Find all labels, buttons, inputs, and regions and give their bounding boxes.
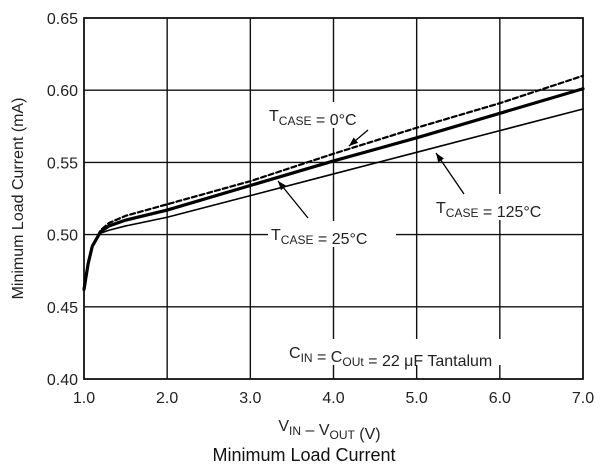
annotation-label-t125-part-1: = 125°C [478, 204, 541, 221]
y-tick-label: 0.45 [47, 300, 78, 317]
annotation-label-cap-part-1: = C [313, 349, 343, 366]
annotation-label-t25-part-0: T [271, 227, 281, 244]
x-tick-label: 6.0 [489, 390, 511, 407]
annotation-arrowhead-t0 [349, 137, 359, 146]
annotation-label-t25-sub-0: CASE [281, 233, 314, 247]
plot-frame [83, 17, 584, 380]
annotation-bg-cap [286, 339, 550, 365]
y-tick-label: 0.55 [47, 155, 78, 172]
annotation-arrowhead-t25 [278, 181, 287, 191]
x-tick-label: 5.0 [406, 390, 428, 407]
y-tick-label: 0.50 [47, 228, 78, 245]
annotation-label-t25-part-1: = 25°C [313, 231, 367, 248]
grid-lines [84, 18, 583, 379]
x-tick-label: 1.0 [73, 390, 95, 407]
annotation-bg-t125 [432, 194, 574, 220]
chart-caption: Minimum Load Current [212, 445, 395, 465]
annotation-label-cap: CIN = COUt = 22 μF Tantalum [289, 345, 492, 370]
series-line-2 [83, 108, 584, 291]
x-tick-label: 4.0 [322, 390, 344, 407]
x-tick-label: 2.0 [156, 390, 178, 407]
x-axis-label-part-0: V [278, 418, 289, 435]
y-tick-label: 0.65 [47, 11, 78, 28]
annotation-label-cap-part-2: = 22 μF Tantalum [364, 353, 493, 370]
x-axis-label-part-1: – V [301, 422, 330, 439]
annotation-label-t0-part-0: T [269, 108, 279, 125]
y-axis-label: Minimum Load Current (mA) [10, 98, 27, 300]
x-axis-label: VIN – VOUT (V) [278, 418, 380, 443]
annotation-label-cap-sub-1: OUt [342, 355, 364, 369]
x-tick-label: 3.0 [239, 390, 261, 407]
y-tick-label: 0.60 [47, 83, 78, 100]
annotation-label-t0-part-1: = 0°C [311, 112, 356, 129]
series-lines [82, 74, 585, 292]
annotation-label-t25: TCASE = 25°C [271, 227, 367, 248]
x-axis-label-sub-1: OUT [330, 428, 356, 442]
y-tick-label: 0.40 [47, 372, 78, 389]
annotation-label-cap-sub-0: IN [301, 351, 313, 365]
annotation-label-t125-sub-0: CASE [446, 206, 479, 220]
x-axis-label-sub-0: IN [289, 424, 301, 438]
annotation-label-t0-sub-0: CASE [279, 114, 312, 128]
annotation-arrowhead-t125 [436, 153, 444, 163]
x-axis-label-part-2: (V) [355, 426, 381, 443]
annotation-label-t125-part-0: T [436, 200, 446, 217]
annotation-label-cap-part-0: C [289, 345, 301, 362]
annotation-bg-t25 [268, 221, 396, 247]
annotation-label-t125: TCASE = 125°C [436, 200, 541, 221]
annotation-label-t0: TCASE = 0°C [269, 108, 357, 129]
annotation-bg-t0 [266, 102, 382, 128]
x-tick-label: 7.0 [572, 390, 594, 407]
